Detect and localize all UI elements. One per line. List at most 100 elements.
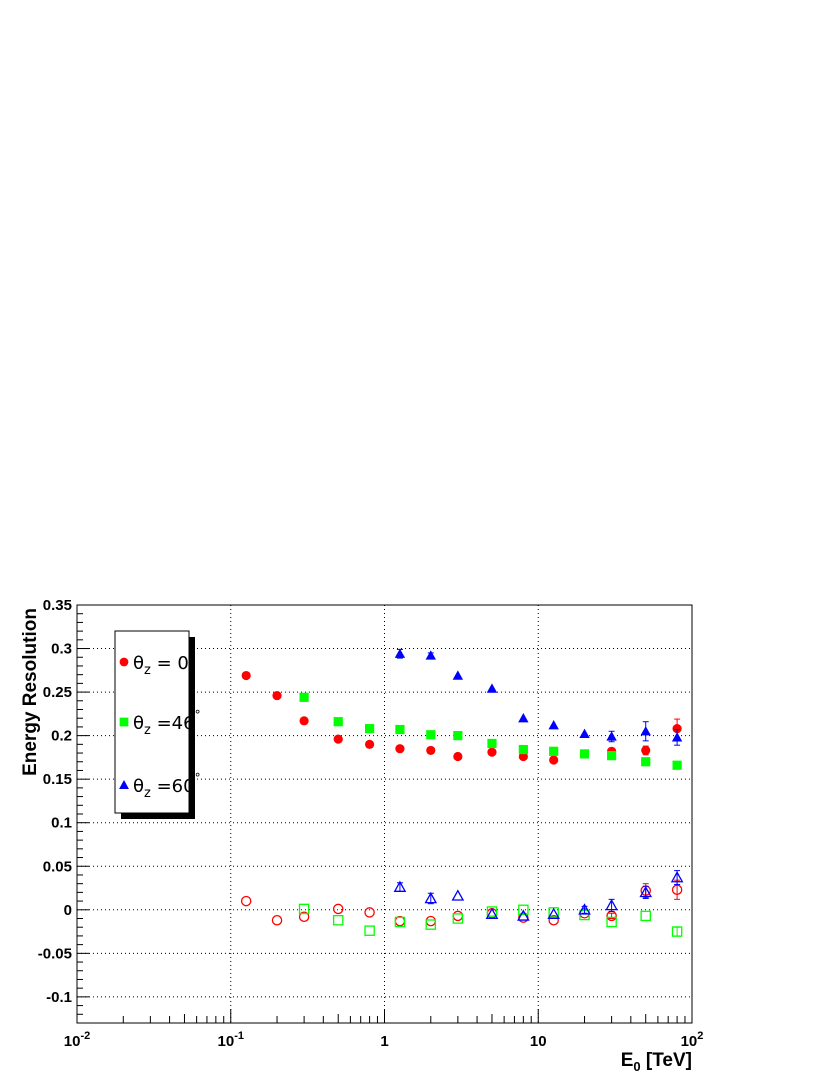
data-point — [487, 738, 497, 749]
x-tick-exponent: 2 — [697, 1030, 703, 1042]
legend-marker — [119, 717, 129, 727]
x-axis-title: E0 [TeV] — [621, 1050, 692, 1074]
legend-label-part: ° — [195, 708, 201, 722]
data-point — [487, 747, 497, 757]
data-point — [272, 690, 282, 701]
data-point — [424, 891, 438, 904]
x-tick-base: 10 — [218, 1033, 235, 1050]
x-tick-exponent: -2 — [80, 1030, 90, 1042]
data-point — [394, 648, 406, 658]
x-tick-base: 10 — [530, 1033, 547, 1050]
data-point — [605, 898, 618, 911]
data-marks — [240, 648, 684, 937]
data-point — [241, 670, 251, 681]
y-tick-label: 0.2 — [51, 728, 72, 745]
data-point — [395, 724, 405, 735]
data-point — [641, 745, 651, 756]
data-point — [364, 925, 375, 936]
x-tick-label: 1 — [380, 1033, 388, 1050]
legend-label-part: z — [144, 723, 151, 738]
data-point — [518, 713, 529, 723]
axes: 0.350.30.250.20.150.10.050-0.05-0.110-2 1… — [38, 597, 704, 1050]
data-point — [298, 911, 310, 923]
y-tick-label: 0.35 — [43, 597, 72, 614]
data-point — [671, 732, 683, 742]
data-point — [485, 907, 499, 919]
legend-label-part: =46 — [151, 713, 195, 734]
legend-marker — [119, 780, 129, 789]
data-point — [671, 926, 683, 937]
data-point — [671, 884, 683, 896]
x-tick-base: 10 — [64, 1033, 81, 1050]
data-point — [394, 916, 406, 928]
data-point — [426, 730, 436, 740]
data-point — [548, 914, 559, 926]
y-tick-label: 0.25 — [43, 684, 72, 701]
legend-label-part: = 0 — [151, 653, 189, 674]
x-tick-label: 10-2 — [64, 1030, 90, 1050]
y-tick-label: 0.1 — [51, 815, 72, 832]
legend-label-part: θ — [133, 653, 144, 674]
data-point — [517, 909, 530, 921]
legend-label-part: ° — [189, 648, 195, 662]
y-axis-title: Energy Resolution — [20, 608, 41, 776]
data-point — [393, 880, 407, 892]
data-point — [271, 914, 283, 926]
data-point — [578, 903, 591, 915]
data-point — [518, 904, 529, 916]
data-point — [672, 724, 682, 734]
data-point — [425, 650, 436, 660]
legend-label: θz =60° — [133, 771, 201, 801]
data-point — [299, 692, 309, 702]
legend-label-part: =60 — [151, 776, 195, 797]
series-3 — [394, 648, 683, 746]
x-tick-label: 102 — [681, 1030, 704, 1050]
legend-label-part: θ — [133, 713, 144, 734]
data-point — [332, 903, 344, 915]
data-point — [548, 719, 559, 730]
legend-label-part: θ — [133, 776, 144, 797]
x-axis-title-sub: 0 — [633, 1059, 640, 1074]
data-point — [518, 744, 528, 755]
data-point — [549, 755, 559, 765]
data-point — [395, 744, 405, 754]
x-axis-title-unit: [TeV] — [641, 1050, 692, 1071]
data-point — [425, 919, 437, 930]
data-point — [451, 889, 465, 901]
data-point — [486, 906, 498, 917]
x-tick-base: 1 — [380, 1033, 388, 1050]
y-tick-label: -0.1 — [46, 989, 72, 1006]
data-point — [639, 885, 653, 898]
x-tick-label: 10-1 — [218, 1030, 244, 1050]
x-axis-title-main: E — [621, 1050, 634, 1071]
data-point — [672, 760, 682, 770]
legend-label-part: z — [144, 663, 151, 678]
data-point — [579, 728, 590, 739]
data-point — [641, 757, 651, 767]
x-tick-exponent: -1 — [234, 1030, 244, 1042]
y-tick-label: 0.3 — [51, 641, 72, 658]
series-2 — [299, 692, 682, 770]
legend: θz = 0°θz =46°θz =60° — [114, 630, 201, 819]
y-tick-label: 0 — [64, 902, 72, 919]
data-point — [332, 914, 344, 926]
data-point — [452, 670, 464, 680]
data-point — [607, 751, 617, 761]
data-point — [240, 895, 252, 907]
x-tick-label: 10 — [530, 1033, 547, 1050]
data-point — [547, 907, 560, 919]
data-point — [549, 746, 559, 756]
data-point — [333, 717, 343, 727]
series-6 — [393, 870, 684, 921]
data-point — [453, 751, 463, 762]
data-point — [640, 910, 651, 922]
y-tick-label: 0.15 — [43, 771, 72, 788]
data-point — [298, 903, 310, 915]
data-point — [453, 731, 463, 741]
data-point — [452, 913, 464, 924]
data-point — [518, 751, 528, 762]
legend-marker — [119, 657, 129, 667]
y-tick-label: -0.05 — [38, 945, 72, 962]
data-point — [670, 871, 684, 883]
data-point — [365, 724, 375, 734]
